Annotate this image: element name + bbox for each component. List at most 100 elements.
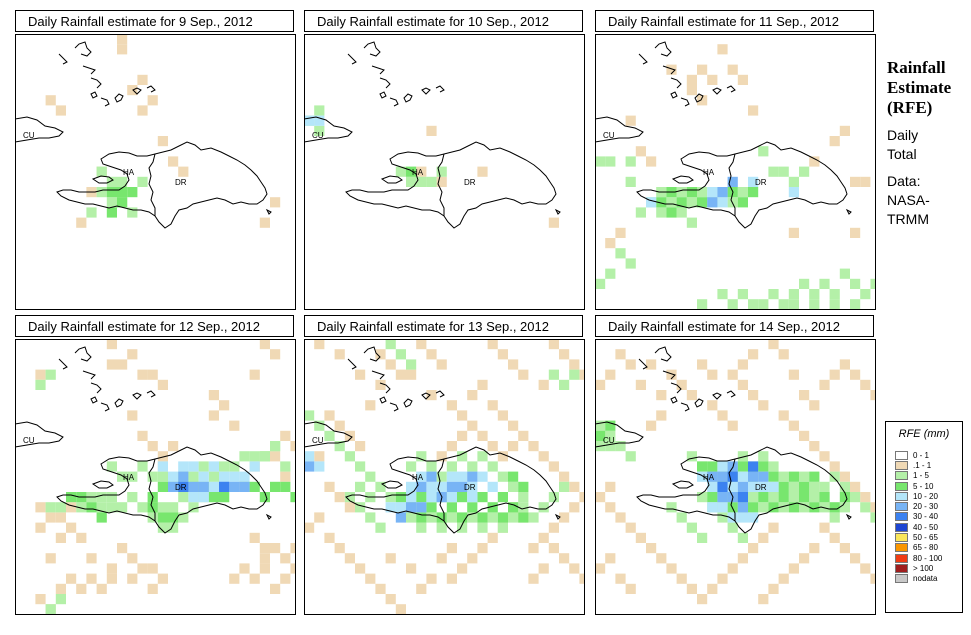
rainfall-cell: [168, 502, 179, 513]
coastline-path: [595, 421, 644, 448]
side-source-line: Data:: [887, 173, 921, 189]
rainfall-cell: [157, 471, 168, 482]
coastline-path: [636, 141, 848, 229]
rainfall-cell: [96, 512, 107, 523]
map-svg: CU HA DR: [595, 34, 876, 310]
rainfall-cell: [615, 441, 626, 452]
legend-row: 0 - 1: [895, 450, 942, 460]
rainfall-cell: [528, 512, 539, 523]
rainfall-cell: [157, 379, 168, 390]
rainfall-cell: [819, 278, 830, 289]
rainfall-cell: [457, 492, 468, 503]
rainfall-cell: [839, 543, 850, 554]
rainfall-cell: [375, 379, 386, 390]
panel-title: Daily Rainfall estimate for 12 Sep., 201…: [15, 315, 294, 337]
rainfall-cell: [727, 481, 738, 492]
rainfall-cell: [707, 187, 718, 198]
rainfall-cell: [707, 492, 718, 503]
rainfall-cell: [737, 289, 748, 300]
rainfall-cell: [666, 207, 677, 218]
legend-title: RFE (mm): [898, 428, 950, 440]
rainfall-cell: [497, 471, 508, 482]
rainfall-cell: [497, 492, 508, 503]
panel-sep-12: Daily Rainfall estimate for 12 Sep., 201…: [15, 315, 296, 615]
rainfall-cell: [355, 369, 366, 380]
coastline-path: [662, 65, 676, 75]
rainfall-cell: [178, 461, 189, 472]
rainfall-cell: [219, 461, 230, 472]
rainfall-cell: [829, 502, 840, 513]
rainfall-cell: [290, 543, 296, 554]
rainfall-cell: [508, 359, 519, 370]
rainfall-cell: [748, 299, 759, 310]
rainfall-cell: [748, 481, 759, 492]
rainfall-cell: [446, 543, 457, 554]
rainfall-cell: [778, 492, 789, 503]
rainfall-cell: [717, 44, 728, 55]
map-frame: [595, 34, 876, 310]
rainfall-cell: [426, 512, 437, 523]
rainfall-cell: [375, 349, 386, 360]
rainfall-cell: [416, 583, 427, 594]
coastline-path: [347, 53, 357, 65]
rainfall-cell: [344, 553, 355, 564]
panel-sep-11: Daily Rainfall estimate for 11 Sep., 201…: [595, 10, 876, 310]
rainfall-cell: [497, 522, 508, 533]
map-frame: [304, 34, 585, 310]
rainfall-cell: [839, 359, 850, 370]
panel-title: Daily Rainfall estimate for 13 Sep., 201…: [304, 315, 583, 337]
coastline-path: [403, 398, 413, 408]
rainfall-cell: [737, 451, 748, 462]
rainfall-cell: [127, 85, 138, 96]
rainfall-cell: [137, 430, 148, 441]
rainfall-cell: [737, 461, 748, 472]
rainfall-cell: [457, 512, 468, 523]
rainfall-cell: [809, 481, 820, 492]
rainfall-cell: [106, 461, 117, 472]
map-label-cu: CU: [603, 131, 615, 140]
rainfall-cell: [839, 268, 850, 279]
rainfall-cell: [799, 430, 810, 441]
coastline-path: [15, 116, 64, 143]
rainfall-cell: [758, 146, 769, 157]
rainfall-cell: [239, 563, 250, 574]
rainfall-cell: [229, 573, 240, 584]
rainfall-cell: [778, 471, 789, 482]
rainfall-cell: [839, 125, 850, 136]
rainfall-cell: [35, 594, 46, 605]
rainfall-cell: [860, 176, 871, 187]
rainfall-cell: [579, 492, 585, 503]
rainfall-cell: [850, 227, 861, 238]
coastline-path: [728, 458, 736, 521]
rainfall-cell: [809, 543, 820, 554]
rainfall-cell: [436, 512, 447, 523]
rainfall-cell: [290, 563, 296, 574]
rainfall-cell: [758, 461, 769, 472]
side-source: Data: NASA- TRMM: [887, 172, 971, 229]
rainfall-cell: [304, 115, 315, 126]
rainfall-cell: [758, 532, 769, 543]
rainfall-cell: [487, 400, 498, 411]
rainfall-cell: [178, 512, 189, 523]
legend-row: 5 - 10: [895, 481, 942, 491]
rainfall-cell: [548, 369, 559, 380]
rainfall-cell: [117, 359, 128, 370]
rainfall-cell: [467, 492, 478, 503]
rainfall-cell: [106, 502, 117, 513]
rainfall-cell: [35, 379, 46, 390]
rainfall-cell: [249, 532, 260, 543]
rainfall-cell: [137, 563, 148, 574]
rainfall-cell: [548, 522, 559, 533]
rainfall-cell: [717, 481, 728, 492]
coastline-path: [90, 396, 98, 404]
legend-row: 1 - 5: [895, 471, 942, 481]
rainfall-cell: [426, 481, 437, 492]
rainfall-cell: [666, 64, 677, 75]
legend-row: > 100: [895, 563, 942, 573]
rainfall-cell: [416, 471, 427, 482]
rainfall-cell: [365, 573, 376, 584]
coastline-path: [379, 396, 387, 404]
legend-row: 40 - 50: [895, 522, 942, 532]
rainfall-cell: [168, 156, 179, 167]
map-label-dr: DR: [175, 483, 187, 492]
